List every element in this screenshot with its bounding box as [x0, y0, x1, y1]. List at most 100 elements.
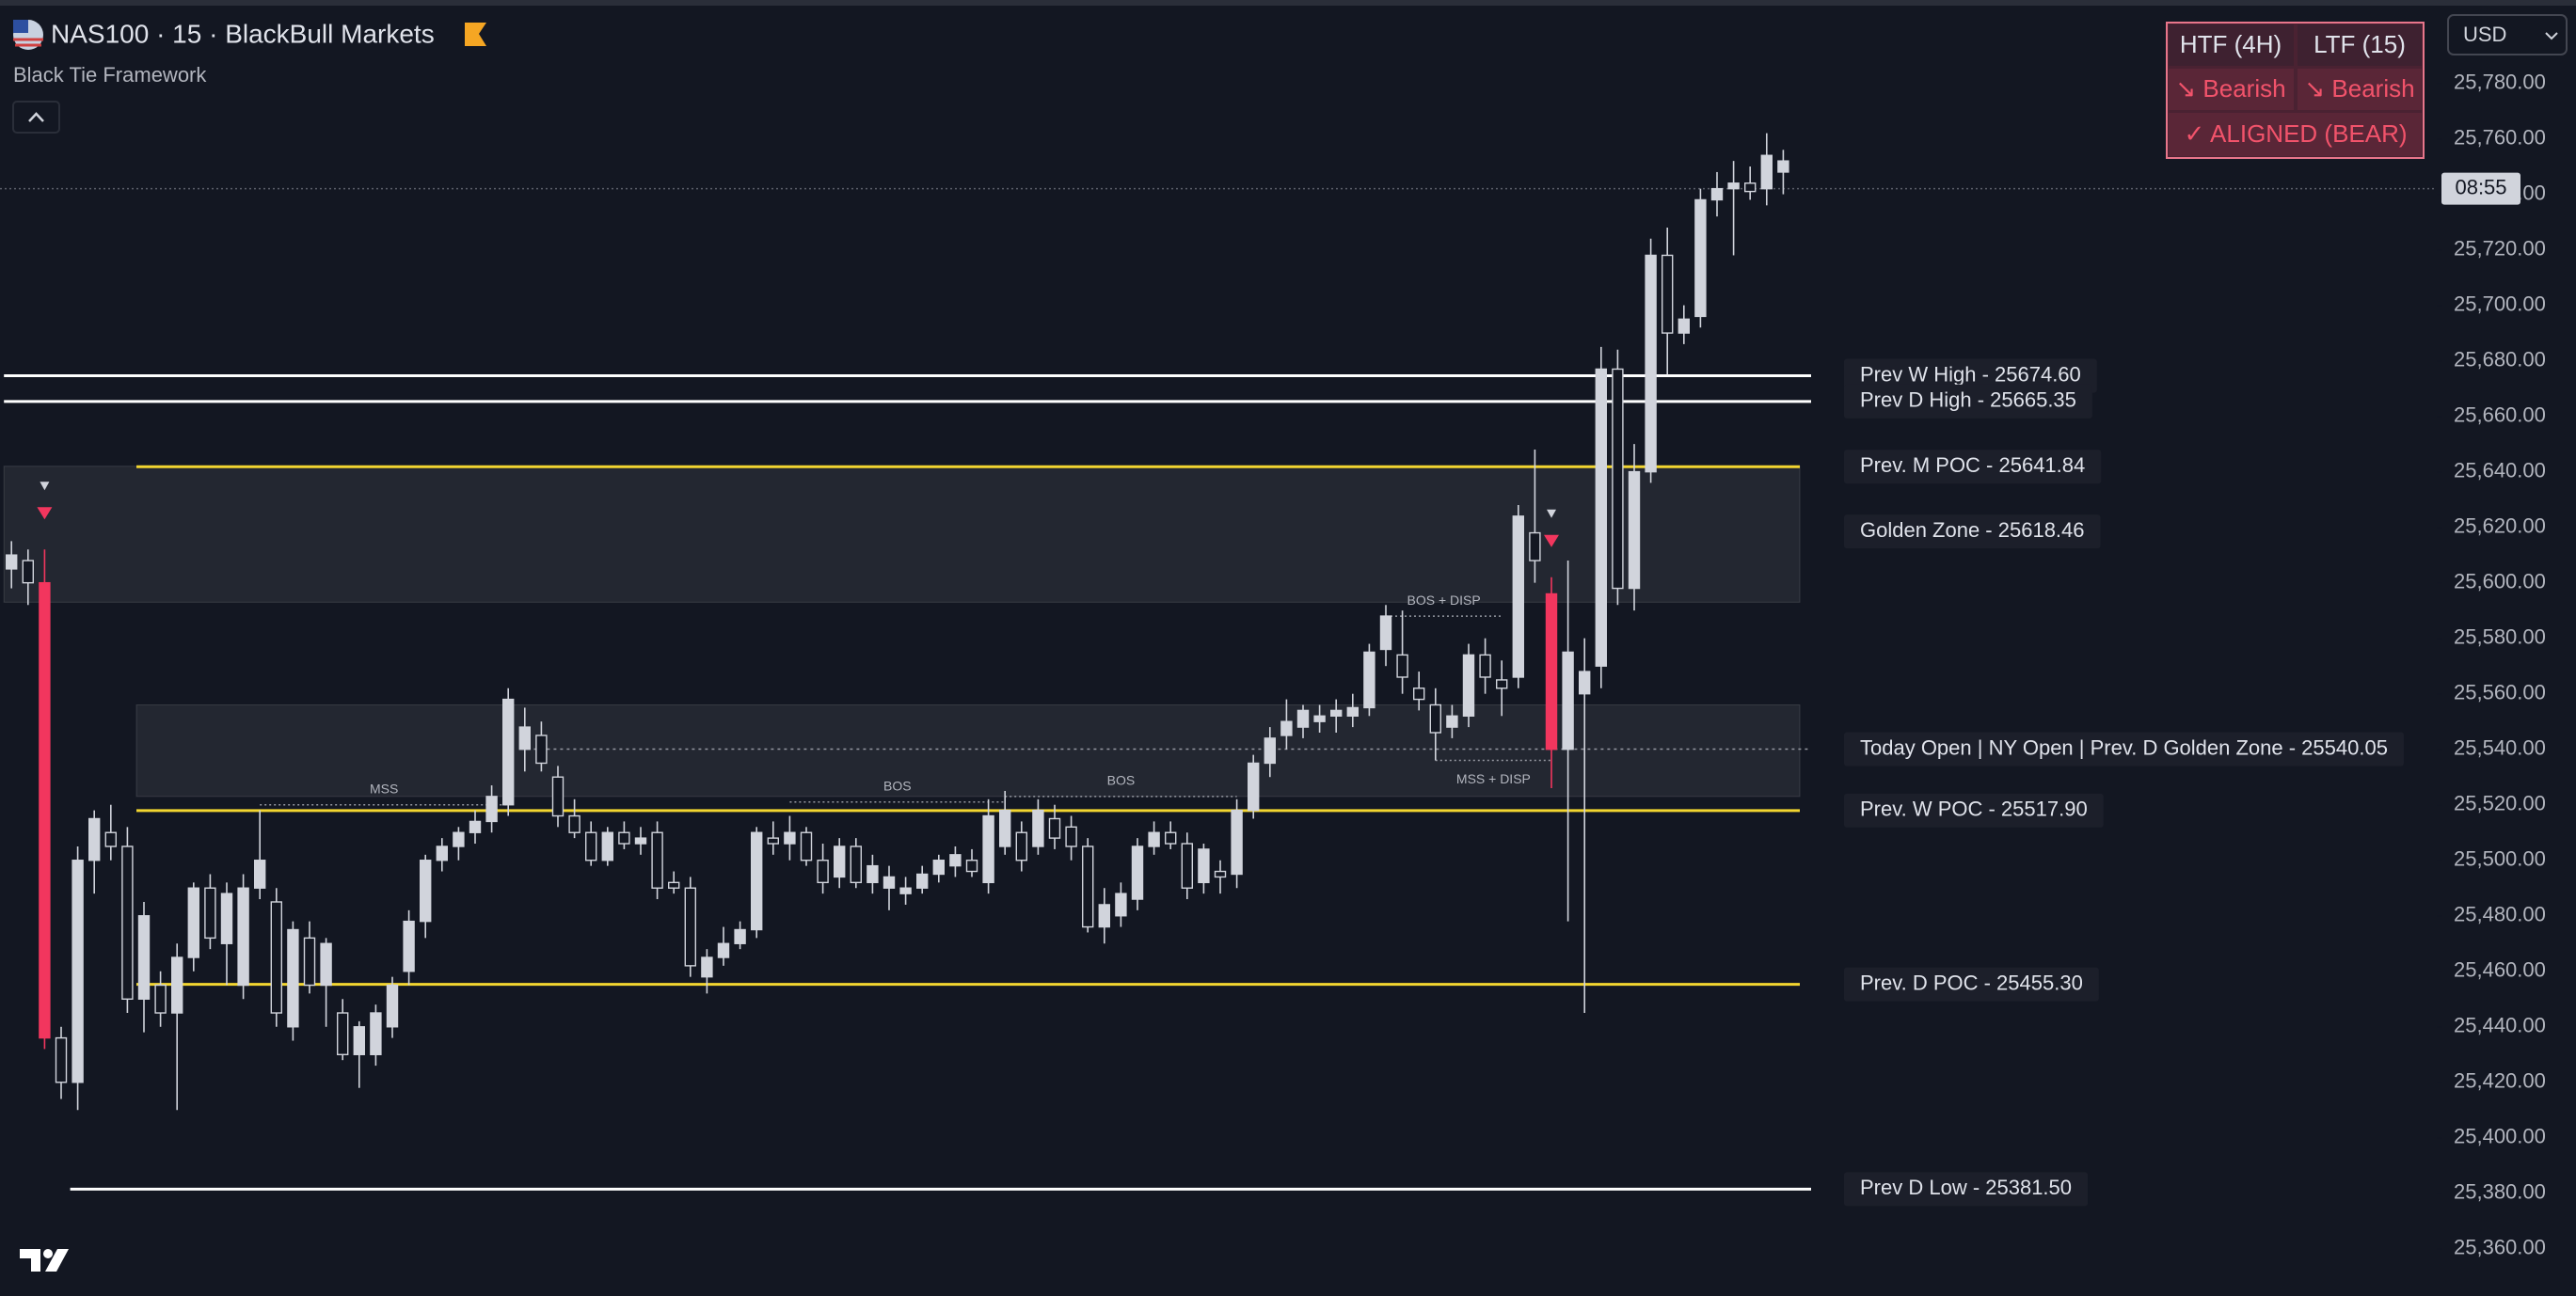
- candle-body: [436, 846, 448, 861]
- candle-body: [1264, 737, 1277, 765]
- overlay: NAS100 · 15 · BlackBull Markets Black Ti…: [12, 14, 2568, 1272]
- y-tick-label: 25,640.00: [2454, 458, 2546, 482]
- candle-body: [1760, 154, 1773, 190]
- candle-body: [1578, 671, 1591, 695]
- candle-body: [1313, 715, 1326, 722]
- logo-part: [43, 1249, 53, 1258]
- candle-body: [734, 928, 746, 944]
- candle-body: [1396, 654, 1408, 678]
- candle-body: [287, 928, 299, 1028]
- candle-body: [1231, 809, 1243, 876]
- candle-body: [386, 984, 399, 1028]
- currency-label: USD: [2463, 23, 2506, 46]
- candle-body: [1115, 893, 1127, 917]
- level-label-bg: [1844, 450, 2102, 484]
- candle-body: [651, 831, 663, 889]
- top-strip: [0, 0, 2576, 6]
- level-label: Golden Zone - 25618.46: [1860, 518, 2085, 542]
- candle-body: [1446, 715, 1458, 728]
- table-cell: [2298, 24, 2422, 66]
- level-label-bg: [1844, 1172, 2089, 1207]
- candle-body: [568, 814, 580, 833]
- tradingview-logo[interactable]: [20, 1249, 69, 1272]
- y-tick-label: 25,500.00: [2454, 847, 2546, 871]
- table-cell: [2169, 69, 2294, 110]
- annotation-label: MSS: [370, 781, 398, 796]
- y-tick-label: 25,620.00: [2454, 514, 2546, 537]
- y-tick-label: 25,480.00: [2454, 903, 2546, 926]
- candle-body: [867, 864, 879, 884]
- table-header: LTF (15): [2314, 30, 2406, 58]
- candle-body: [1098, 904, 1111, 928]
- candle-body: [751, 831, 763, 931]
- candle-body: [518, 726, 531, 751]
- annotation-label: BOS + DISP: [1407, 593, 1480, 608]
- table-status: ✓ ALIGNED (BEAR): [2184, 119, 2407, 148]
- candle-body: [187, 887, 200, 958]
- candle-body: [1479, 654, 1491, 678]
- currency-select[interactable]: [2447, 14, 2568, 55]
- table-cell-text: ↘ Bearish: [2304, 74, 2414, 103]
- candle-body: [121, 846, 134, 1000]
- level-label: Prev W High - 25674.60: [1860, 362, 2081, 386]
- price-tag: [2441, 172, 2520, 205]
- dropdown-icon: [2545, 32, 2558, 40]
- collapse-button[interactable]: [12, 101, 60, 134]
- candle-body: [1429, 703, 1442, 734]
- candle-body: [1280, 720, 1293, 736]
- candle-body: [1595, 368, 1608, 667]
- candle-body: [717, 942, 730, 958]
- y-tick-label: 25,600.00: [2454, 569, 2546, 593]
- candle-body: [87, 817, 101, 861]
- level-label-bg: [1844, 967, 2099, 1002]
- candle-body: [535, 735, 548, 765]
- signal-marker-small: [1547, 509, 1556, 518]
- candle-body: [1495, 679, 1508, 689]
- candle-body: [72, 860, 84, 1083]
- annotation-label: BOS: [883, 778, 912, 793]
- candle-body: [684, 887, 696, 967]
- candle-body: [932, 860, 945, 876]
- table-cell: [2169, 113, 2422, 156]
- candle-body: [1694, 198, 1707, 318]
- candle-body: [1164, 831, 1177, 845]
- candle-body: [485, 796, 498, 823]
- annotation-label: MSS + DISP: [1456, 771, 1531, 786]
- candle-body: [1628, 470, 1641, 590]
- candle-body: [1032, 809, 1044, 847]
- candle-body: [916, 873, 929, 889]
- candle-body: [1198, 848, 1210, 884]
- candle-body: [1296, 709, 1310, 728]
- plot-area: MSS BOS BOS BOS + DISP MSS + DISP: [0, 83, 2442, 1250]
- candle-body: [1081, 846, 1094, 928]
- level-label: Today Open | NY Open | Prev. D Golden Zo…: [1860, 735, 2388, 759]
- flag-marker[interactable]: [465, 23, 486, 46]
- candle-body: [800, 831, 813, 861]
- candle-body: [701, 956, 713, 978]
- table-cell: [2169, 24, 2294, 66]
- candle-body: [834, 846, 846, 878]
- signal-marker: [37, 507, 53, 520]
- y-tick-label: 25,520.00: [2454, 792, 2546, 815]
- candle-body: [585, 831, 597, 861]
- table-header: HTF (4H): [2180, 30, 2282, 58]
- candle-body: [601, 831, 613, 861]
- candle-body: [453, 831, 465, 847]
- level-label: Prev. D POC - 25455.30: [1860, 971, 2083, 994]
- candle-body: [137, 915, 151, 1000]
- level-label: Prev D High - 25665.35: [1860, 388, 2076, 412]
- candle-body: [254, 860, 266, 889]
- candle-body: [1214, 870, 1227, 878]
- level-label-bg: [1844, 793, 2104, 828]
- y-tick-label: 25,380.00: [2454, 1180, 2546, 1204]
- indicator-name[interactable]: Black Tie Framework: [13, 63, 207, 87]
- chart-title[interactable]: NAS100 · 15 · BlackBull Markets: [51, 19, 435, 48]
- candle-body: [998, 809, 1011, 847]
- level-label-bg: [1844, 732, 2404, 767]
- candle-body: [270, 901, 282, 1014]
- candle-body: [899, 887, 912, 894]
- chevron-icon: [28, 112, 44, 122]
- candle-body: [1247, 762, 1260, 812]
- y-tick-label: 25,720.00: [2454, 236, 2546, 260]
